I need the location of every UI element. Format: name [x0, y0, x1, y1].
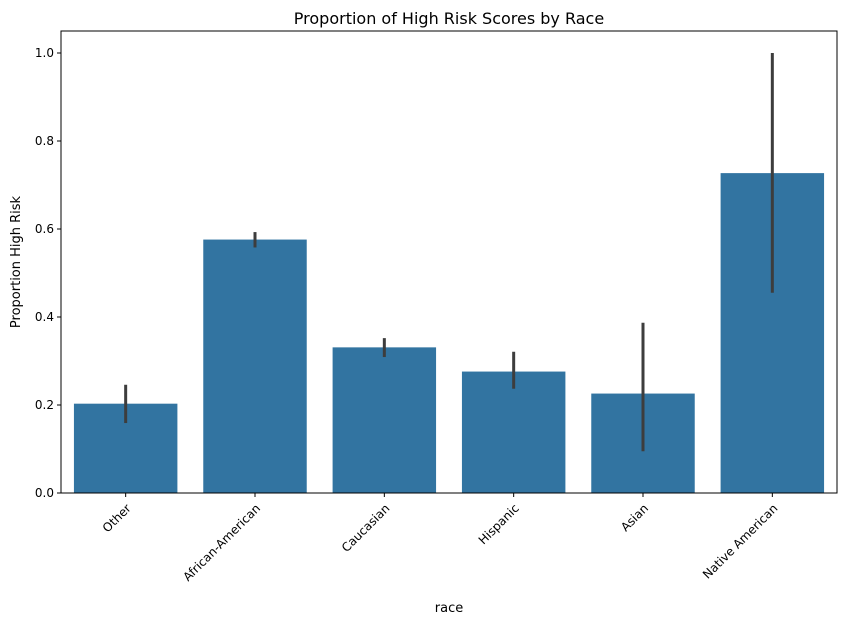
- y-tick-label: 0.0: [35, 486, 54, 500]
- plot-frame: [60, 30, 838, 494]
- x-axis-label: race: [435, 601, 463, 616]
- y-tick-label: 1.0: [35, 46, 54, 60]
- x-tick-label: Hispanic: [476, 501, 522, 547]
- bars-layer: [73, 173, 825, 493]
- bar-hispanic: [461, 371, 566, 493]
- x-tick-label: Other: [100, 501, 134, 535]
- y-axis: 0.0 0.2 0.4 0.6 0.8 1.0: [35, 46, 61, 500]
- y-tick-label: 0.8: [35, 134, 54, 148]
- x-tick-label: African-American: [180, 501, 263, 584]
- y-tick-label: 0.4: [35, 310, 54, 324]
- x-tick-label: Asian: [618, 501, 651, 534]
- x-axis: Other African-American Caucasian Hispanic As…: [100, 493, 780, 584]
- x-tick-label: Caucasian: [339, 501, 393, 555]
- errorbars-layer: [124, 53, 774, 452]
- bar-african-american: [203, 239, 307, 493]
- chart-title: Proportion of High Risk Scores by Race: [294, 9, 604, 28]
- x-tick-label: Native American: [700, 501, 780, 581]
- y-axis-label: Proportion High Risk: [9, 195, 24, 328]
- y-tick-label: 0.6: [35, 222, 54, 236]
- y-tick-label: 0.2: [35, 398, 54, 412]
- bar-caucasian: [332, 347, 437, 493]
